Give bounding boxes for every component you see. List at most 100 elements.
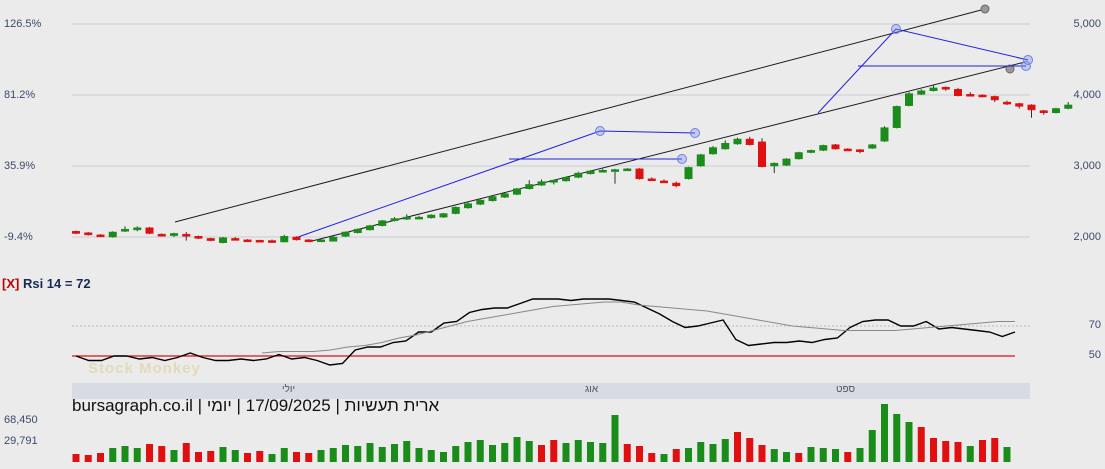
- volume-bar: [403, 441, 411, 462]
- volume-bar: [795, 453, 803, 462]
- lower-trend-line: [311, 61, 1026, 242]
- volume-bar: [672, 449, 680, 462]
- candle-body: [1027, 104, 1036, 111]
- month-label: יולי: [282, 384, 296, 395]
- volume-bar: [562, 443, 570, 462]
- pattern-line: [297, 130, 696, 238]
- volume-bar: [930, 438, 937, 462]
- volume-bar: [905, 422, 913, 462]
- volume-bar: [991, 438, 999, 462]
- volume-bar: [231, 450, 239, 462]
- volume-bar: [207, 451, 215, 462]
- volume-bar: [979, 440, 986, 462]
- volume-bar: [195, 452, 202, 462]
- candle-body: [892, 106, 901, 128]
- price-axis-left-label: 35.9%: [4, 160, 36, 172]
- volume-bar: [268, 454, 276, 462]
- candle-body: [341, 231, 350, 237]
- candle-body: [415, 216, 423, 220]
- volume-bar: [599, 443, 607, 462]
- candle-body: [758, 141, 766, 167]
- rsi-close-icon[interactable]: [X]: [2, 276, 20, 291]
- volume-bar: [158, 446, 166, 462]
- candle-body: [317, 239, 325, 243]
- price-axis-left-label: -9.4%: [4, 231, 33, 243]
- candle-body: [843, 148, 852, 152]
- candle-body: [182, 233, 191, 237]
- candle-body: [1064, 104, 1073, 109]
- volume-bar: [966, 446, 974, 462]
- candle-body: [880, 127, 889, 142]
- volume-bar: [342, 445, 349, 462]
- candle-body: [770, 162, 779, 167]
- rsi-level-label: 70: [1088, 319, 1101, 331]
- price-axis-right-label: 2,000: [1073, 231, 1101, 243]
- rsi-level-label: 50: [1088, 349, 1101, 361]
- volume-bar: [354, 446, 362, 462]
- rsi-line: [75, 298, 1016, 366]
- volume-bar: [293, 452, 300, 462]
- candle-body: [929, 87, 938, 91]
- candle-body: [794, 152, 803, 160]
- candle-body: [623, 168, 632, 172]
- volume-bar: [280, 448, 288, 462]
- volume-bar: [146, 444, 153, 462]
- candle-body: [672, 182, 681, 187]
- candle-body: [917, 90, 926, 95]
- volume-bar: [538, 445, 545, 462]
- volume-bar: [807, 447, 815, 462]
- candle-body: [709, 147, 717, 155]
- candle-body: [562, 177, 570, 182]
- candle-body: [476, 199, 485, 205]
- volume-bar: [611, 415, 619, 462]
- candle-body: [586, 170, 595, 175]
- volume-bar: [574, 440, 582, 462]
- volume-bar: [917, 427, 925, 462]
- volume-bar: [832, 449, 839, 462]
- candle-body: [488, 196, 497, 202]
- candle-body: [378, 220, 387, 226]
- volume-bar: [317, 450, 325, 462]
- month-label: ספט: [836, 384, 856, 395]
- volume-bar: [734, 432, 741, 462]
- trend-handle: [1005, 64, 1015, 74]
- candle-body: [1052, 108, 1060, 113]
- candle-body: [684, 167, 693, 180]
- volume-bar: [709, 444, 717, 462]
- price-axis-right-label: 3,000: [1073, 160, 1101, 172]
- volume-bar: [427, 450, 435, 462]
- volume-bar: [489, 445, 496, 462]
- candle-body: [782, 158, 791, 166]
- volume-bar: [550, 440, 558, 462]
- pattern-handle: [690, 128, 700, 138]
- candle-body: [831, 144, 840, 150]
- volume-bar: [305, 453, 313, 462]
- volume-label: 29,791: [4, 435, 38, 447]
- candle-body: [966, 94, 975, 97]
- candle-body: [525, 184, 534, 189]
- volume-bar: [525, 441, 533, 462]
- candle-body: [733, 138, 742, 145]
- candle-body: [194, 236, 203, 239]
- pattern-handle: [1023, 55, 1033, 65]
- candle-body: [696, 154, 705, 167]
- volume-bar: [770, 449, 778, 462]
- trend-handle: [980, 4, 990, 14]
- candle-body: [439, 213, 448, 218]
- volume-bar: [697, 442, 705, 462]
- volume-bar: [1003, 447, 1011, 462]
- candle-body: [990, 96, 999, 101]
- volume-bar: [819, 448, 827, 462]
- volume-bar: [121, 446, 129, 462]
- volume-bar: [244, 453, 251, 462]
- rsi-label: Rsi 14 = 72: [22, 276, 91, 291]
- volume-bar: [844, 452, 852, 462]
- volume-bar: [378, 447, 386, 462]
- candle-body: [219, 237, 227, 243]
- candle-body: [145, 227, 154, 234]
- pattern-handle: [595, 126, 605, 136]
- volume-bar: [415, 448, 423, 462]
- volume-label: 68,450: [4, 414, 38, 426]
- candle-body: [255, 239, 264, 243]
